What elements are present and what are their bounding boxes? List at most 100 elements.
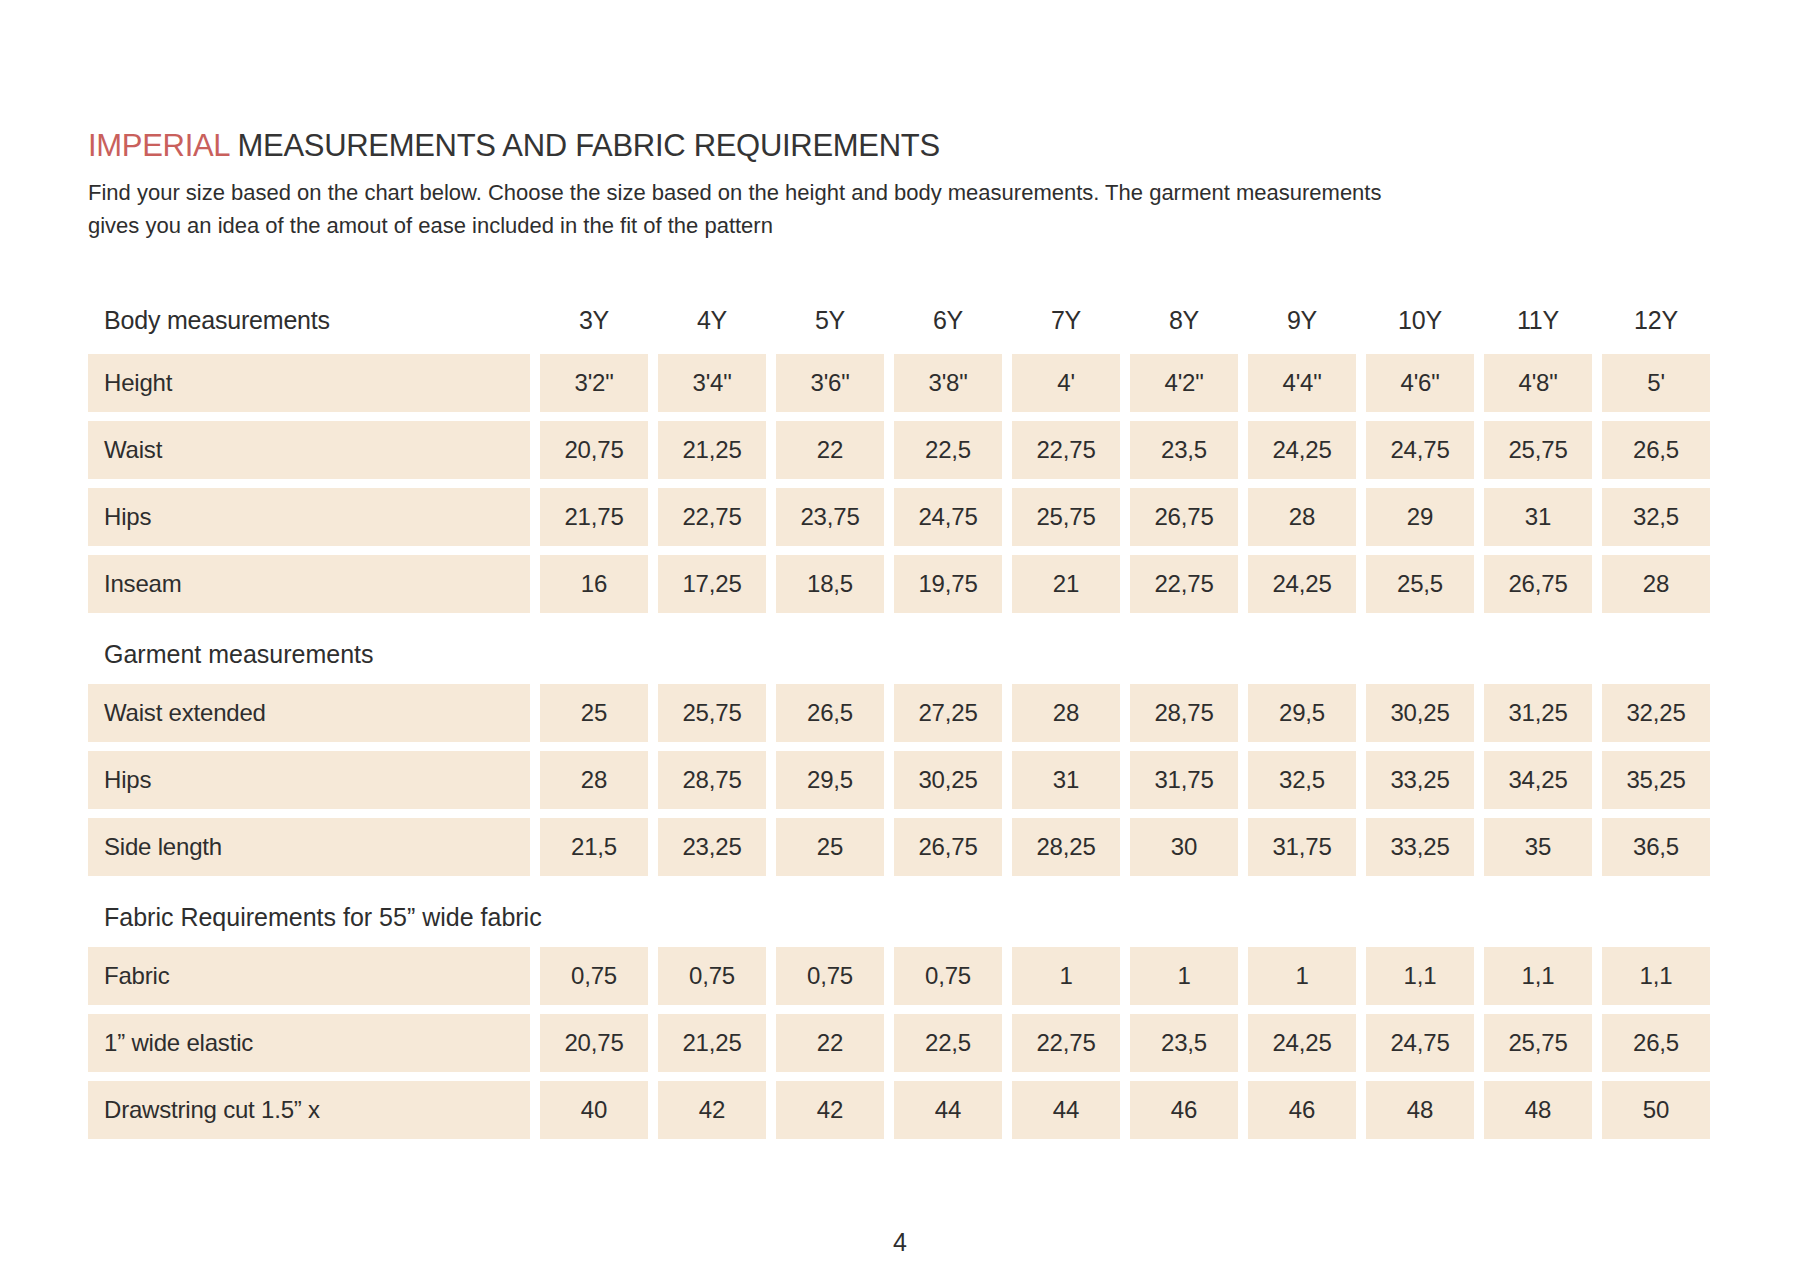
cell-value: 30,25 (894, 751, 1002, 809)
cell-value: 1,1 (1602, 947, 1710, 1005)
cell-value: 26,5 (776, 684, 884, 742)
cell-value: 22,5 (894, 1014, 1002, 1072)
section-heading: Body measurements (88, 300, 530, 340)
intro-text-line-1: Find your size based on the chart below.… (88, 176, 1710, 209)
cell-value: 1 (1130, 947, 1238, 1005)
cell-value: 28 (1602, 555, 1710, 613)
cell-value: 25 (776, 818, 884, 876)
cell-value: 22,5 (894, 421, 1002, 479)
cell-value: 29,5 (1248, 684, 1356, 742)
cell-value: 0,75 (658, 947, 766, 1005)
cell-value: 35,25 (1602, 751, 1710, 809)
cell-value: 27,25 (894, 684, 1002, 742)
intro-text-line-2: gives you an idea of the amout of ease i… (88, 209, 1710, 242)
column-header: 3Y (540, 300, 648, 340)
page-title-rest: MEASUREMENTS AND FABRIC REQUIREMENTS (238, 128, 940, 163)
cell-value: 4'8" (1484, 354, 1592, 412)
cell-value: 22,75 (1012, 421, 1120, 479)
cell-value: 24,75 (894, 488, 1002, 546)
cell-value: 19,75 (894, 555, 1002, 613)
table-header-row: Body measurements3Y4Y5Y6Y7Y8Y9Y10Y11Y12Y (88, 300, 1710, 340)
row-label: Fabric (88, 947, 530, 1005)
cell-value: 21,25 (658, 1014, 766, 1072)
row-label: Side length (88, 818, 530, 876)
cell-value: 18,5 (776, 555, 884, 613)
cell-value: 28 (1012, 684, 1120, 742)
cell-value: 26,5 (1602, 1014, 1710, 1072)
table-row: Fabric0,750,750,750,751111,11,11,1 (88, 947, 1710, 1005)
cell-value: 22,75 (658, 488, 766, 546)
cell-value: 24,75 (1366, 421, 1474, 479)
cell-value: 31 (1012, 751, 1120, 809)
cell-value: 42 (776, 1081, 884, 1139)
table-row: Waist extended2525,7526,527,252828,7529,… (88, 684, 1710, 742)
cell-value: 3'4" (658, 354, 766, 412)
table-row: Height3'2"3'4"3'6"3'8"4'4'2"4'4"4'6"4'8"… (88, 354, 1710, 412)
cell-value: 5' (1602, 354, 1710, 412)
cell-value: 1 (1248, 947, 1356, 1005)
cell-value: 24,25 (1248, 421, 1356, 479)
row-label: Waist extended (88, 684, 530, 742)
table-row: Hips21,7522,7523,7524,7525,7526,75282931… (88, 488, 1710, 546)
table-row: 1” wide elastic20,7521,252222,522,7523,5… (88, 1014, 1710, 1072)
cell-value: 46 (1130, 1081, 1238, 1139)
row-label: Drawstring cut 1.5” x (88, 1081, 530, 1139)
column-header: 8Y (1130, 300, 1238, 340)
table-row: Side length21,523,252526,7528,253031,753… (88, 818, 1710, 876)
table-row: Waist20,7521,252222,522,7523,524,2524,75… (88, 421, 1710, 479)
cell-value: 34,25 (1484, 751, 1592, 809)
cell-value: 33,25 (1366, 818, 1474, 876)
cell-value: 31,75 (1130, 751, 1238, 809)
cell-value: 33,25 (1366, 751, 1474, 809)
cell-value: 25 (540, 684, 648, 742)
column-header: 4Y (658, 300, 766, 340)
cell-value: 28,75 (1130, 684, 1238, 742)
table-row: Hips2828,7529,530,253131,7532,533,2534,2… (88, 751, 1710, 809)
cell-value: 21,5 (540, 818, 648, 876)
cell-value: 25,75 (1484, 421, 1592, 479)
column-header: 6Y (894, 300, 1002, 340)
cell-value: 48 (1366, 1081, 1474, 1139)
cell-value: 26,75 (1130, 488, 1238, 546)
cell-value: 48 (1484, 1081, 1592, 1139)
cell-value: 25,75 (1484, 1014, 1592, 1072)
cell-value: 31,75 (1248, 818, 1356, 876)
row-label: Waist (88, 421, 530, 479)
column-header: 9Y (1248, 300, 1356, 340)
row-label: 1” wide elastic (88, 1014, 530, 1072)
cell-value: 32,5 (1602, 488, 1710, 546)
cell-value: 17,25 (658, 555, 766, 613)
cell-value: 4'2" (1130, 354, 1238, 412)
cell-value: 24,25 (1248, 555, 1356, 613)
cell-value: 32,5 (1248, 751, 1356, 809)
cell-value: 44 (894, 1081, 1002, 1139)
cell-value: 29,5 (776, 751, 884, 809)
cell-value: 24,25 (1248, 1014, 1356, 1072)
cell-value: 32,25 (1602, 684, 1710, 742)
cell-value: 22 (776, 1014, 884, 1072)
cell-value: 46 (1248, 1081, 1356, 1139)
cell-value: 23,75 (776, 488, 884, 546)
cell-value: 0,75 (894, 947, 1002, 1005)
cell-value: 29 (1366, 488, 1474, 546)
row-label: Inseam (88, 555, 530, 613)
cell-value: 31 (1484, 488, 1592, 546)
cell-value: 28,25 (1012, 818, 1120, 876)
table-row: Inseam1617,2518,519,752122,7524,2525,526… (88, 555, 1710, 613)
cell-value: 4' (1012, 354, 1120, 412)
cell-value: 25,75 (1012, 488, 1120, 546)
cell-value: 23,5 (1130, 1014, 1238, 1072)
cell-value: 0,75 (776, 947, 884, 1005)
page-number: 4 (0, 1228, 1800, 1257)
cell-value: 4'4" (1248, 354, 1356, 412)
cell-value: 23,5 (1130, 421, 1238, 479)
cell-value: 44 (1012, 1081, 1120, 1139)
section-heading: Garment measurements (88, 640, 1710, 669)
cell-value: 20,75 (540, 1014, 648, 1072)
cell-value: 0,75 (540, 947, 648, 1005)
cell-value: 4'6" (1366, 354, 1474, 412)
section-heading: Fabric Requirements for 55” wide fabric (88, 903, 1710, 932)
size-chart-table: Body measurements3Y4Y5Y6Y7Y8Y9Y10Y11Y12Y… (88, 300, 1710, 1139)
column-header: 11Y (1484, 300, 1592, 340)
cell-value: 30 (1130, 818, 1238, 876)
